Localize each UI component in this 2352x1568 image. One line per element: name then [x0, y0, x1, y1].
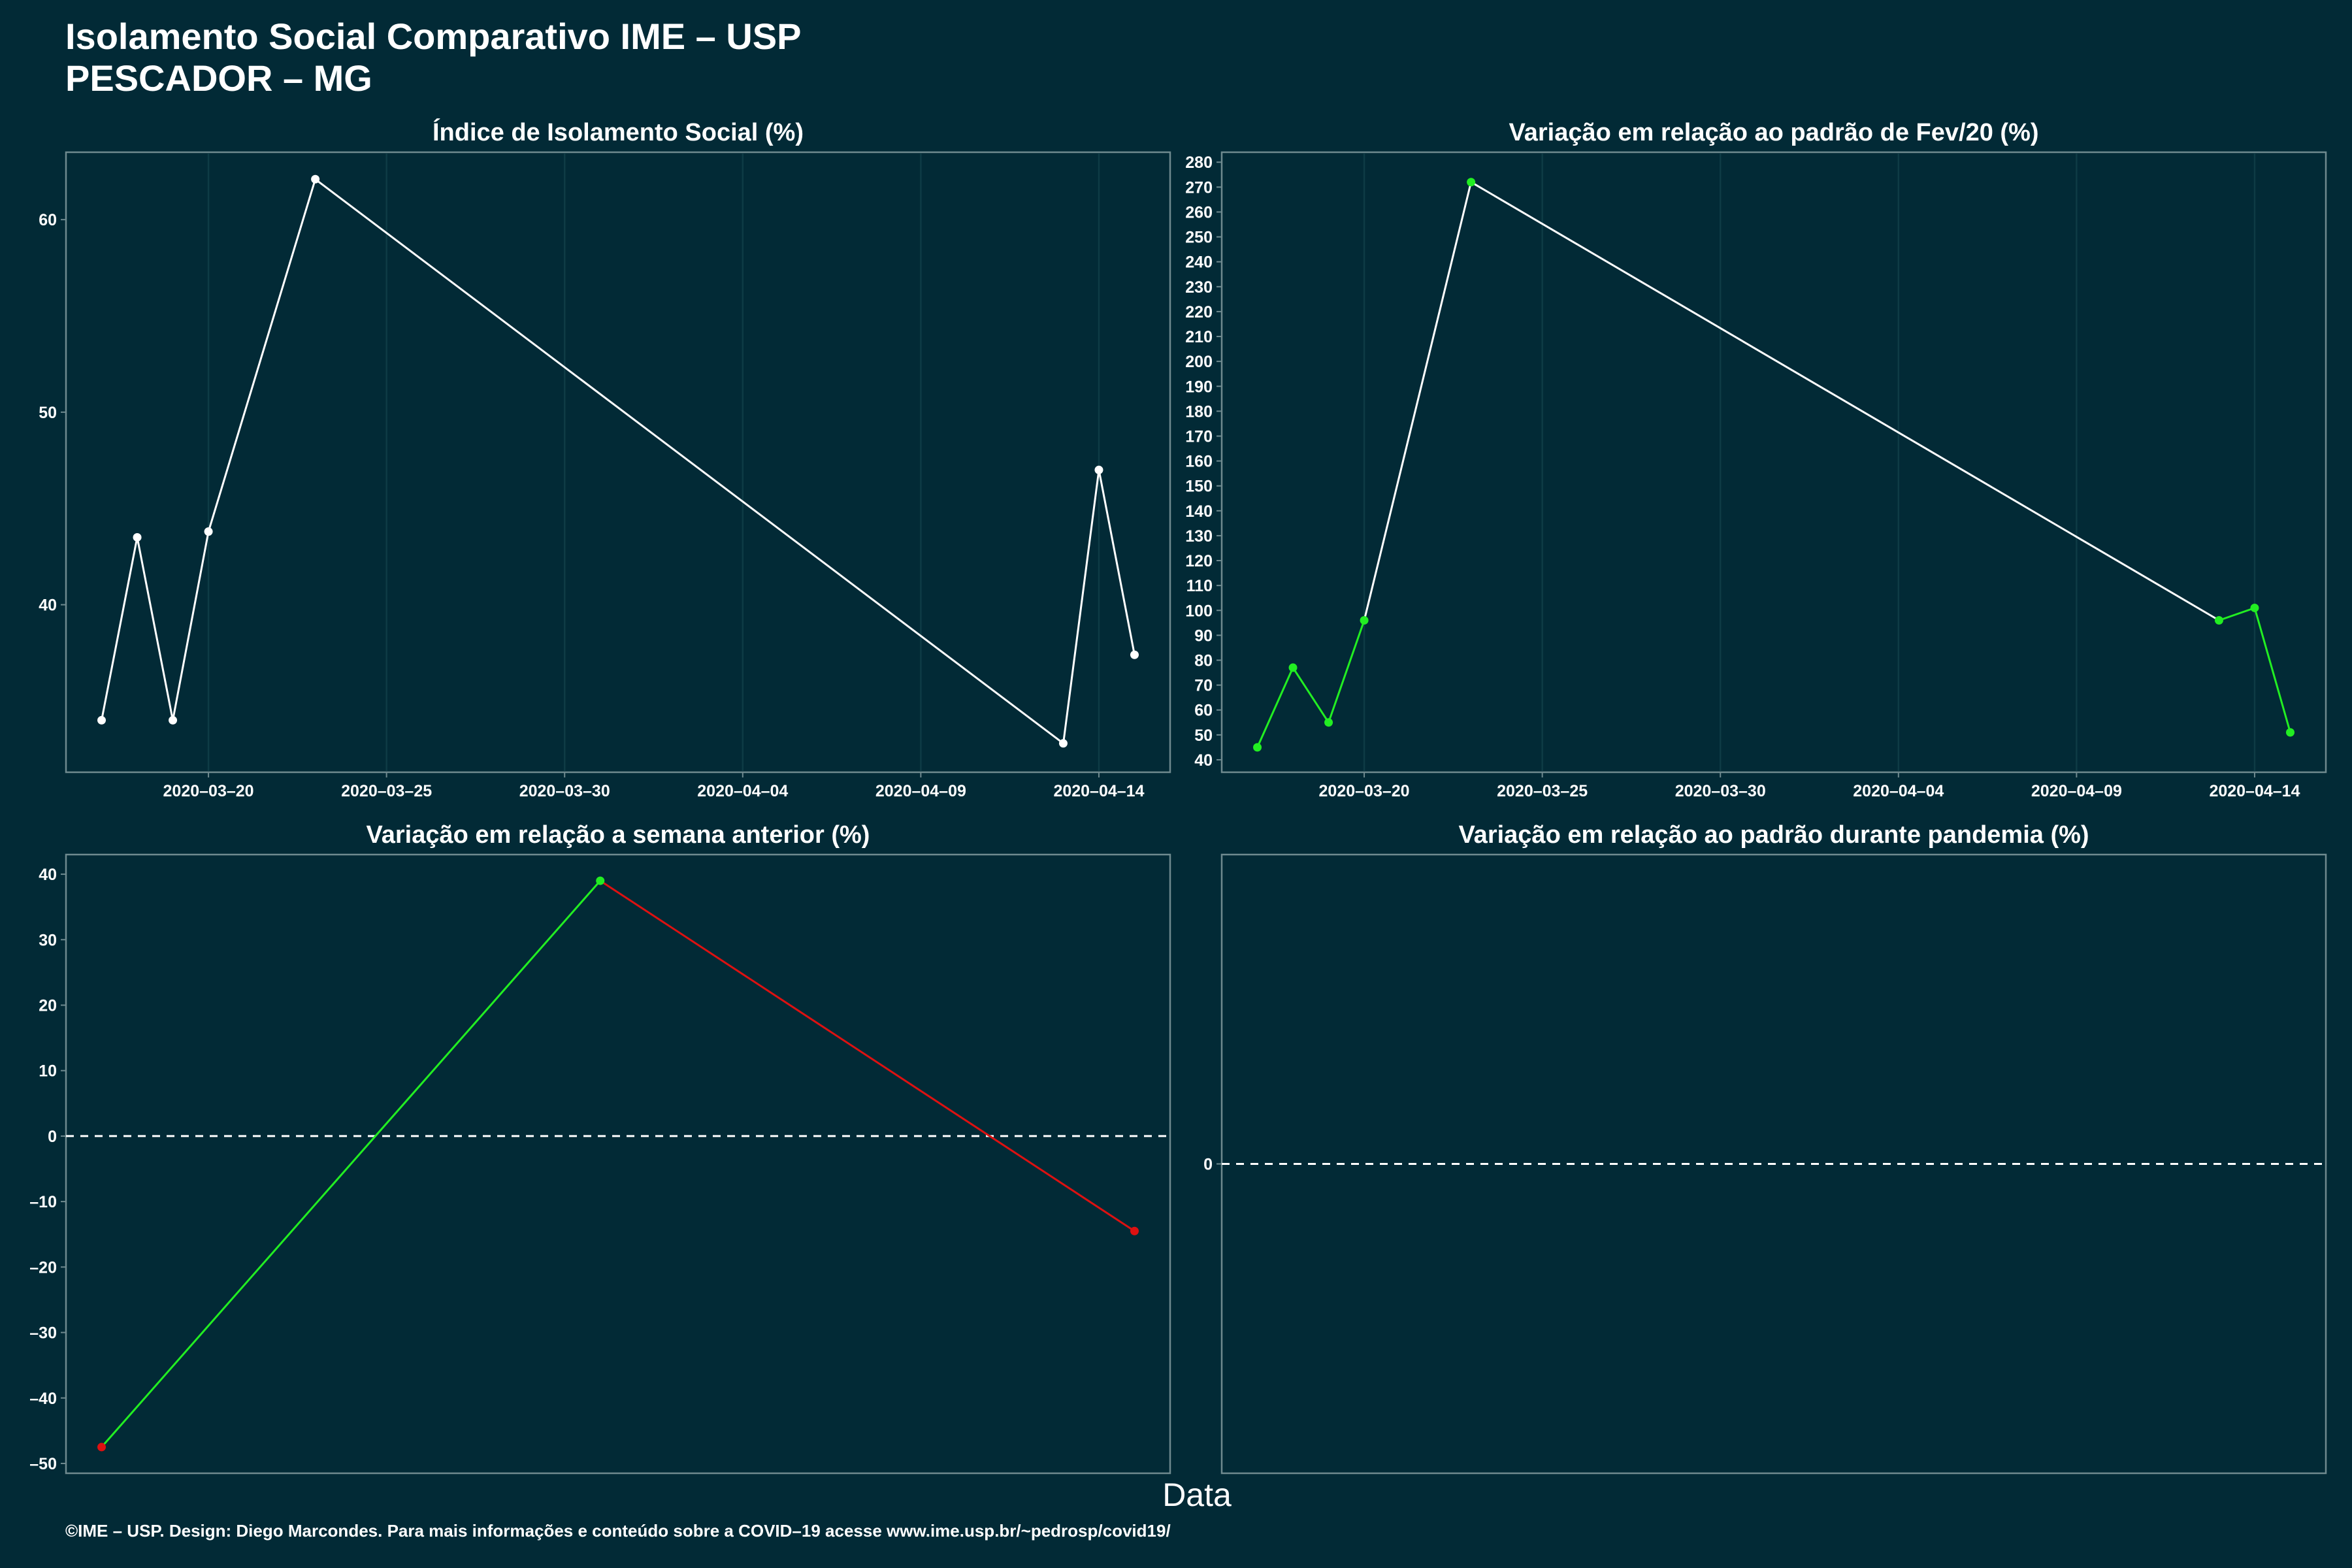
variation-feb-data-point — [2250, 603, 2259, 612]
isolation-index-data-point — [133, 532, 142, 542]
variation-feb-y-tick-label: 70 — [1194, 677, 1213, 695]
variation-feb-title: Variação em relação ao padrão de Fev/20 … — [1509, 119, 2038, 146]
variation-feb-y-tick-label: 40 — [1194, 751, 1213, 770]
variation-week-y-tick-label: –30 — [29, 1324, 57, 1343]
variation-feb-data-point — [2285, 728, 2295, 737]
isolation-index-x-tick-label: 2020–04–04 — [697, 782, 788, 800]
isolation-index-data-point — [204, 527, 213, 536]
variation-feb-y-tick-label: 190 — [1185, 378, 1213, 396]
variation-week-y-tick-label: –20 — [29, 1258, 57, 1277]
isolation-index-data-point — [311, 174, 320, 184]
panel-variation-pandemic: Variação em relação ao padrão durante pa… — [1203, 821, 2327, 1475]
variation-feb-y-tick-label: 230 — [1185, 278, 1213, 297]
variation-feb-data-point — [1467, 178, 1476, 187]
panel-isolation-index: Índice de Isolamento Social (%) 40 50 60 202… — [39, 118, 1171, 800]
variation-feb-y-tick-label: 170 — [1185, 427, 1213, 446]
isolation-index-y-tick-label: 60 — [39, 211, 57, 229]
variation-feb-y-tick-label: 260 — [1185, 203, 1213, 221]
isolation-index-plot-area — [65, 151, 1171, 774]
isolation-index-x-tick-label: 2020–04–09 — [875, 782, 966, 800]
variation-pandemic-title: Variação em relação ao padrão durante pa… — [1458, 821, 2089, 849]
variation-feb-y-tick-label: 240 — [1185, 253, 1213, 272]
footer-caption: ©IME – USP. Design: Diego Marcondes. Par… — [65, 1521, 1171, 1541]
variation-week-y-tick-label: –10 — [29, 1193, 57, 1211]
variation-pandemic-y-tick-label: 0 — [1203, 1156, 1213, 1174]
isolation-index-data-point — [1130, 650, 1139, 659]
variation-feb-y-tick-label: 200 — [1185, 353, 1213, 371]
isolation-index-y-tick-label: 50 — [39, 404, 57, 422]
isolation-index-series-line-0 — [101, 178, 1135, 745]
variation-week-series-line-0 — [101, 880, 601, 1448]
variation-feb-x-tick-label: 2020–04–09 — [2031, 782, 2122, 800]
isolation-index-data-point — [1058, 739, 1068, 748]
figure-title-line1: Isolamento Social Comparativo IME – USP — [65, 16, 802, 57]
variation-week-y-tick-label: 20 — [39, 996, 57, 1015]
variation-feb-y-tick-label: 160 — [1185, 453, 1213, 471]
variation-feb-plot-area — [1220, 151, 2327, 774]
variation-feb-y-tick-label: 60 — [1194, 702, 1213, 720]
isolation-index-data-point — [97, 715, 106, 725]
variation-week-plot-area — [65, 853, 1171, 1475]
variation-feb-y-tick-label: 270 — [1185, 178, 1213, 197]
variation-feb-x-tick-label: 2020–03–25 — [1497, 782, 1588, 800]
variation-feb-y-tick-label: 50 — [1194, 727, 1213, 745]
variation-week-data-point — [97, 1443, 106, 1452]
variation-feb-y-tick-label: 140 — [1185, 502, 1213, 521]
variation-feb-y-tick-label: 210 — [1185, 328, 1213, 346]
isolation-index-x-tick-label: 2020–03–20 — [163, 782, 254, 800]
variation-feb-x-tick-label: 2020–04–14 — [2209, 782, 2300, 800]
variation-week-y-tick-label: –40 — [29, 1390, 57, 1408]
variation-week-data-point — [1130, 1226, 1139, 1235]
isolation-index-x-tick-label: 2020–03–30 — [519, 782, 610, 800]
variation-week-y-tick-label: 10 — [39, 1062, 57, 1081]
panel-variation-feb: Variação em relação ao padrão de Fev/20 … — [1185, 119, 2327, 800]
variation-feb-y-tick-label: 130 — [1185, 527, 1213, 546]
variation-feb-data-point — [2214, 616, 2223, 625]
variation-feb-y-tick-label: 110 — [1186, 577, 1213, 595]
variation-feb-data-point — [1360, 616, 1369, 625]
variation-week-data-point — [596, 876, 605, 885]
variation-week-title: Variação em relação a semana anterior (%… — [367, 821, 870, 849]
variation-week-series-line-1 — [599, 879, 1135, 1232]
variation-feb-series-line-0 — [1256, 620, 1365, 748]
x-axis-title: Data — [1162, 1477, 1232, 1513]
variation-feb-x-tick-label: 2020–03–20 — [1319, 782, 1410, 800]
variation-feb-y-tick-label: 150 — [1185, 478, 1213, 496]
panel-variation-week: Variação em relação a semana anterior (%… — [29, 821, 1171, 1475]
variation-feb-y-tick-label: 80 — [1194, 651, 1213, 670]
figure-title-line2: PESCADOR – MG — [65, 57, 372, 99]
isolation-index-data-point — [169, 715, 178, 725]
isolation-index-x-tick-label: 2020–04–14 — [1053, 782, 1144, 800]
variation-week-y-tick-label: 30 — [39, 931, 57, 949]
isolation-index-y-tick-label: 40 — [39, 596, 57, 615]
variation-feb-data-point — [1324, 718, 1333, 727]
variation-feb-data-point — [1288, 663, 1298, 672]
isolation-index-data-point — [1094, 465, 1103, 474]
variation-feb-x-tick-label: 2020–03–30 — [1675, 782, 1766, 800]
variation-week-y-tick-label: –50 — [29, 1455, 57, 1473]
variation-week-y-tick-label: 0 — [48, 1128, 57, 1146]
isolation-index-title: Índice de Isolamento Social (%) — [433, 118, 804, 146]
variation-week-y-tick-label: 40 — [39, 866, 57, 884]
variation-feb-y-tick-label: 250 — [1185, 229, 1213, 247]
variation-feb-y-tick-label: 180 — [1185, 402, 1213, 421]
variation-feb-y-tick-label: 280 — [1185, 154, 1213, 172]
variation-feb-y-tick-label: 120 — [1185, 552, 1213, 570]
variation-feb-y-tick-label: 220 — [1185, 303, 1213, 321]
variation-feb-data-point — [1253, 743, 1262, 752]
variation-feb-x-tick-label: 2020–04–04 — [1853, 782, 1944, 800]
isolation-index-x-tick-label: 2020–03–25 — [341, 782, 432, 800]
variation-feb-y-tick-label: 90 — [1194, 627, 1213, 645]
variation-feb-y-tick-label: 100 — [1185, 602, 1213, 620]
